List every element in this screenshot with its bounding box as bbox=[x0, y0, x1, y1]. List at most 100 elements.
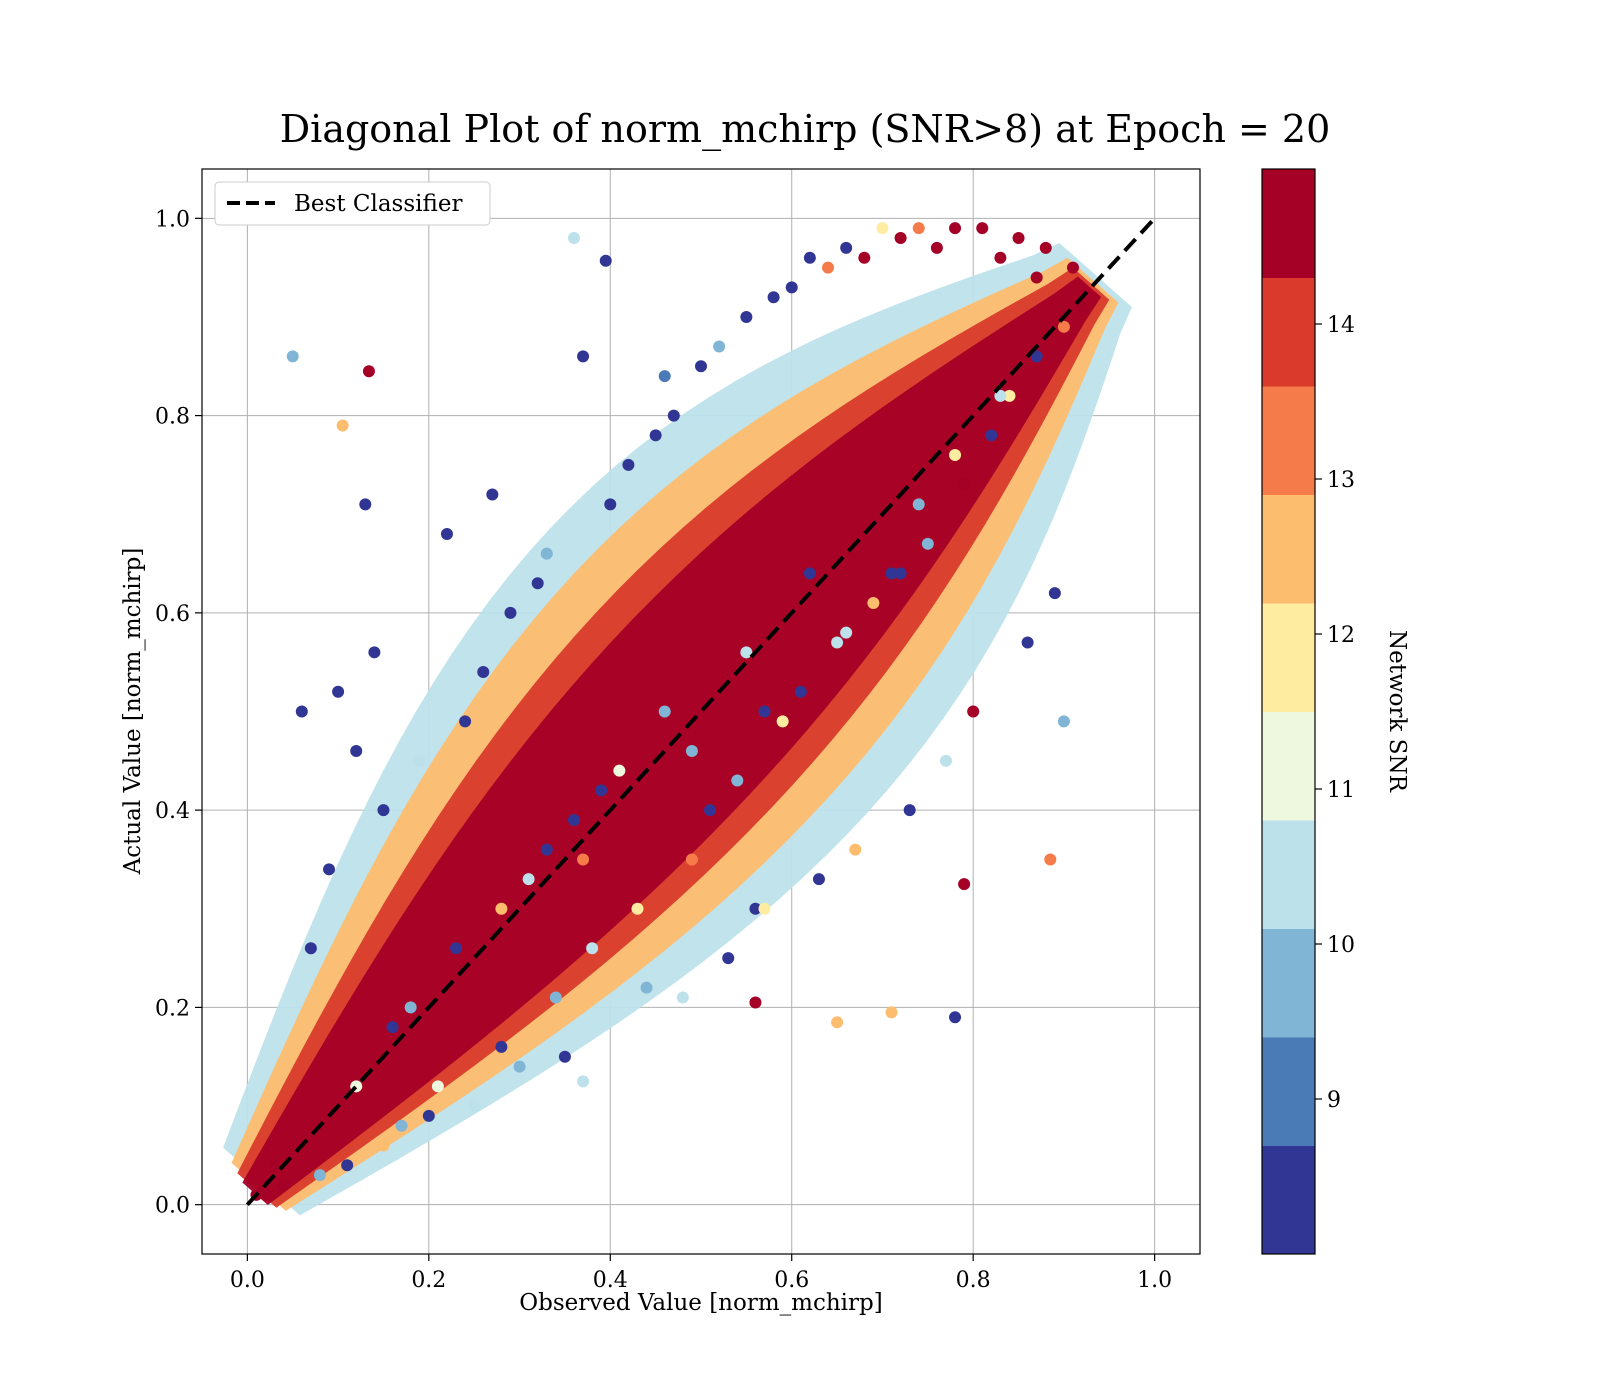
scatter-point bbox=[286, 350, 299, 363]
scatter-point bbox=[885, 1006, 898, 1019]
scatter-point bbox=[912, 222, 925, 235]
scatter-point bbox=[577, 350, 590, 363]
scatter-point bbox=[549, 991, 562, 1004]
scatter-point bbox=[749, 996, 762, 1009]
y-axis-label: Actual Value [norm_mchirp] bbox=[120, 548, 146, 876]
scatter-point bbox=[613, 764, 626, 777]
scatter-point bbox=[903, 804, 916, 817]
scatter-point bbox=[840, 626, 853, 639]
scatter-point bbox=[295, 705, 308, 718]
y-tick-label: 1.0 bbox=[155, 207, 190, 232]
scatter-point bbox=[731, 774, 744, 787]
colorbar: 9 10 11 12 13 14 bbox=[1261, 168, 1355, 1255]
scatter-point bbox=[831, 636, 844, 649]
scatter-point bbox=[567, 232, 580, 245]
y-tick-label: 0.4 bbox=[155, 799, 190, 824]
colorbar-tick-label: 14 bbox=[1327, 313, 1355, 338]
x-tick-label: 0.6 bbox=[774, 1268, 809, 1293]
scatter-point bbox=[332, 685, 345, 698]
scatter-point bbox=[577, 1075, 590, 1088]
scatter-point bbox=[1030, 350, 1043, 363]
colorbar-tick-label: 11 bbox=[1327, 778, 1355, 803]
scatter-point bbox=[658, 370, 671, 383]
scatter-point bbox=[577, 853, 590, 866]
best-classifier-line bbox=[245, 216, 1157, 1207]
scatter-point bbox=[949, 1011, 962, 1024]
scatter-point bbox=[1044, 853, 1057, 866]
scatter-point bbox=[812, 873, 825, 886]
scatter-point bbox=[749, 902, 762, 915]
scatter-point bbox=[622, 458, 635, 471]
scatter-point bbox=[958, 478, 971, 491]
scatter-point bbox=[468, 1100, 481, 1113]
scatter-point bbox=[794, 685, 807, 698]
scatter-point bbox=[1021, 636, 1034, 649]
scatter-point bbox=[949, 449, 962, 462]
scatter-point bbox=[313, 1169, 326, 1182]
scatter-point bbox=[459, 715, 472, 728]
scatter-point bbox=[450, 942, 463, 955]
scatter-point bbox=[413, 754, 426, 767]
scatter-point bbox=[1066, 261, 1079, 274]
legend: Best Classifier bbox=[214, 181, 491, 226]
scatter-point bbox=[695, 360, 707, 373]
scatter-point bbox=[858, 251, 871, 264]
colorbar-tick-label: 13 bbox=[1327, 468, 1355, 493]
scatter-point bbox=[359, 498, 372, 511]
scatter-point bbox=[767, 291, 780, 304]
colorbar-segment bbox=[1262, 820, 1315, 929]
scatter-point bbox=[431, 1080, 444, 1093]
scatter-point bbox=[350, 744, 363, 757]
scatter-point bbox=[495, 1040, 508, 1053]
scatter-point bbox=[1030, 271, 1043, 284]
scatter-point bbox=[985, 429, 998, 442]
colorbar-segment bbox=[1262, 711, 1315, 821]
scatter-point bbox=[876, 222, 889, 235]
x-axis-ticks: 0.0 0.2 0.4 0.6 0.8 1.0 bbox=[230, 1254, 1172, 1293]
scatter-point bbox=[722, 952, 735, 965]
legend-label: Best Classifier bbox=[294, 191, 462, 217]
scatter-point bbox=[513, 1060, 526, 1073]
scatter-point bbox=[531, 577, 544, 590]
colorbar-segment bbox=[1262, 169, 1315, 278]
scatter-point bbox=[867, 597, 880, 609]
scatter-point bbox=[885, 567, 898, 580]
scatter-point bbox=[1076, 301, 1089, 314]
scatter-point bbox=[259, 1188, 272, 1201]
scatter-point bbox=[599, 254, 612, 267]
scatter-point bbox=[631, 902, 644, 915]
scatter-point bbox=[277, 1178, 290, 1191]
y-axis-ticks: 0.0 0.2 0.4 0.6 0.8 1.0 bbox=[155, 207, 202, 1219]
scatter-point bbox=[949, 222, 962, 235]
scatter-points bbox=[250, 222, 1089, 1201]
scatter-point bbox=[640, 981, 653, 994]
x-tick-label: 0.8 bbox=[956, 1268, 991, 1293]
chart-title: Diagonal Plot of norm_mchirp (SNR>8) at … bbox=[280, 107, 1331, 152]
scatter-point bbox=[422, 1109, 435, 1122]
scatter-point bbox=[912, 498, 925, 511]
y-tick-label: 0.0 bbox=[155, 1194, 190, 1219]
colorbar-tick-label: 9 bbox=[1327, 1088, 1341, 1113]
scatter-point bbox=[658, 705, 671, 718]
scatter-point bbox=[1048, 587, 1061, 600]
x-tick-label: 0.4 bbox=[593, 1268, 628, 1293]
colorbar-segment bbox=[1262, 494, 1315, 604]
scatter-point bbox=[649, 429, 662, 442]
scatter-point bbox=[1003, 389, 1016, 402]
scatter-point bbox=[840, 241, 853, 254]
scatter-point bbox=[604, 498, 617, 511]
scatter-point bbox=[368, 646, 381, 659]
x-tick-label: 0.2 bbox=[411, 1268, 446, 1293]
colorbar-segment bbox=[1262, 277, 1315, 387]
scatter-point bbox=[939, 754, 952, 767]
scatter-point bbox=[558, 1050, 571, 1063]
scatter-point bbox=[958, 878, 971, 891]
scatter-point bbox=[567, 814, 580, 826]
scatter-point bbox=[685, 744, 698, 757]
scatter-point bbox=[504, 606, 517, 619]
colorbar-segment bbox=[1262, 1037, 1315, 1146]
scatter-point bbox=[268, 1159, 281, 1172]
scatter-point bbox=[595, 784, 608, 797]
scatter-point bbox=[362, 365, 375, 378]
